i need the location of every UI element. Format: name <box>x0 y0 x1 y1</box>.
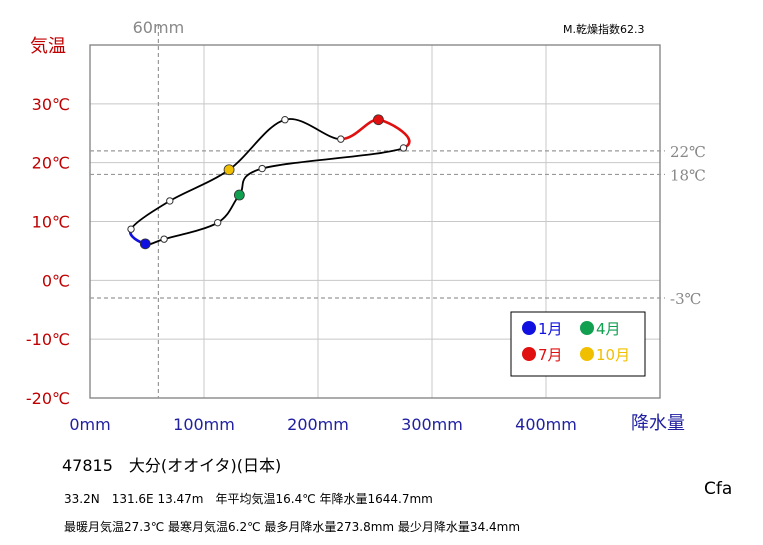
month-point-1 <box>139 238 151 250</box>
month-point-8 <box>337 135 345 143</box>
climate-path-segment <box>163 221 219 241</box>
koppen-classification: Cfa <box>704 479 733 499</box>
month-point-6 <box>399 144 408 152</box>
x-tick-label: 100mm <box>173 415 235 434</box>
y-tick-label: -10℃ <box>26 330 70 349</box>
month-point-11 <box>166 197 174 205</box>
month-point-3 <box>213 218 222 227</box>
climate-path-segment <box>228 118 286 171</box>
climate-path-segment <box>340 118 379 141</box>
reference-label-temp: 18℃ <box>670 166 706 184</box>
reference-label-temp: 22℃ <box>670 143 706 161</box>
legend-label: 10月 <box>596 346 630 364</box>
month-point-5 <box>258 164 266 173</box>
reference-label-temp: -3℃ <box>670 290 701 308</box>
legend-marker <box>522 347 536 361</box>
month-point-4 <box>233 189 245 201</box>
legend-marker <box>580 347 594 361</box>
month-point-9 <box>281 116 289 124</box>
legend-label: 7月 <box>538 346 563 364</box>
x-tick-label: 400mm <box>515 415 577 434</box>
month-point-12 <box>127 225 135 233</box>
x-tick-label: 0mm <box>69 415 110 434</box>
y-tick-label: -20℃ <box>26 389 70 408</box>
x-tick-label: 200mm <box>287 415 349 434</box>
legend-marker <box>522 321 536 335</box>
month-point-2 <box>160 235 168 243</box>
climate-path-segment <box>284 118 341 141</box>
climate-path-segment <box>130 200 171 230</box>
climate-summary-line-2: 最暖月気温27.3℃ 最寒月気温6.2℃ 最多月降水量273.8mm 最少月降水… <box>64 520 521 534</box>
legend-marker <box>580 321 594 335</box>
y-tick-label: 0℃ <box>42 271 70 290</box>
y-axis-title: 気温 <box>30 36 66 57</box>
station-label: 47815 大分(オオイタ)(日本) <box>62 456 282 475</box>
y-tick-label: 10℃ <box>32 213 70 232</box>
climate-path-segment <box>378 118 411 150</box>
dryness-index: M.乾燥指数62.3 <box>563 23 645 36</box>
legend-label: 4月 <box>596 320 621 338</box>
climate-summary-line-1: 33.2N 131.6E 13.47m 年平均気温16.4℃ 年降水量1644.… <box>64 492 433 506</box>
x-axis-title: 降水量 <box>631 413 685 434</box>
y-tick-label: 20℃ <box>32 154 70 173</box>
month-point-10 <box>223 164 235 176</box>
climate-path-segment <box>169 168 230 202</box>
x-tick-label: 300mm <box>401 415 463 434</box>
climate-path-segment <box>261 147 404 170</box>
y-tick-label: 30℃ <box>32 95 70 114</box>
reference-label-60mm: 60mm <box>133 18 185 37</box>
legend-label: 1月 <box>538 320 563 338</box>
month-point-7 <box>373 114 384 126</box>
plot-frame <box>89 44 661 399</box>
